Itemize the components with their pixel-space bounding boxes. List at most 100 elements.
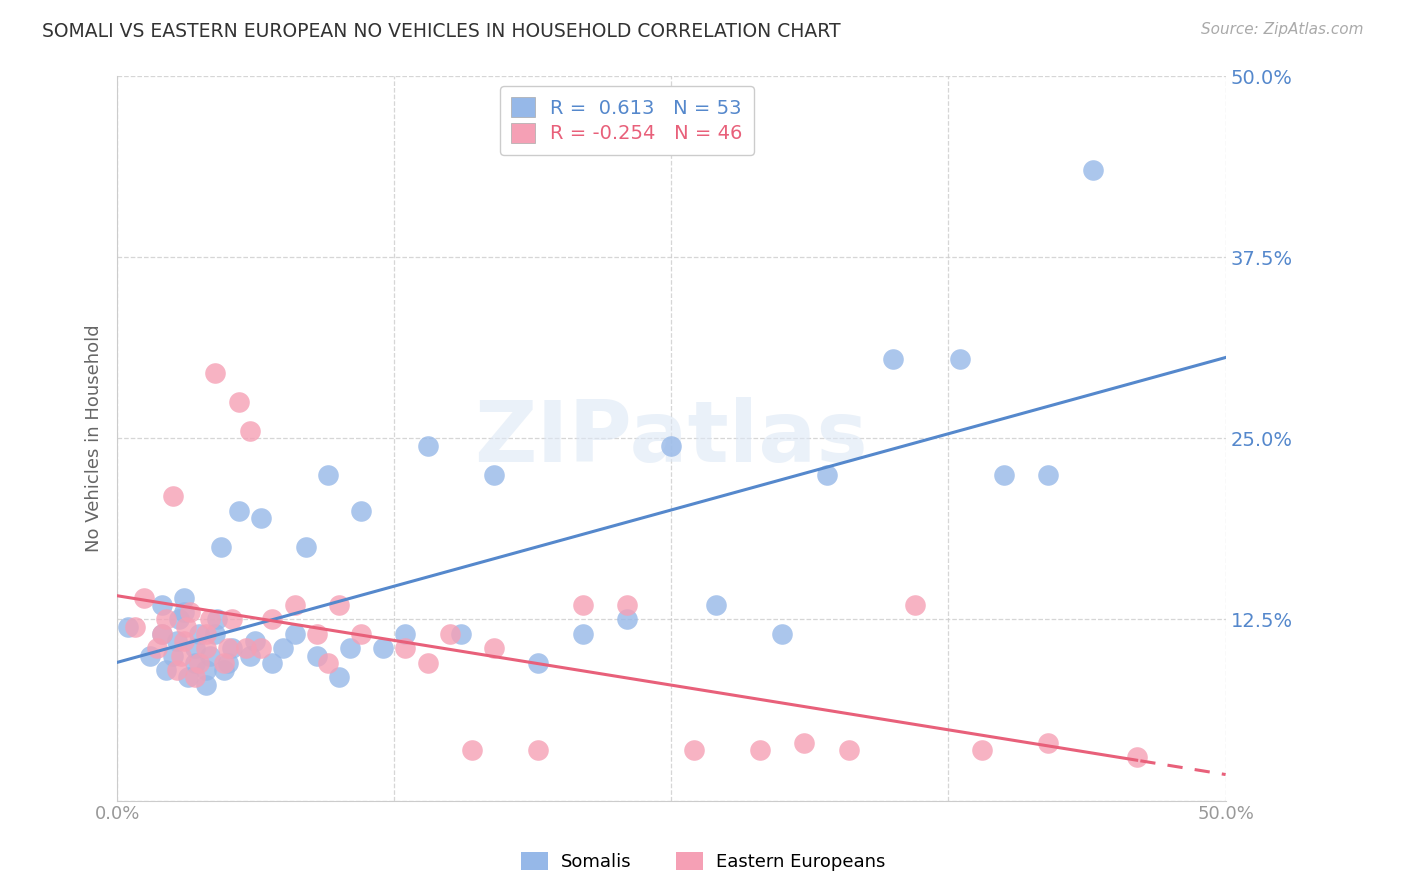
Point: [205, 612, 228, 626]
Point: [132, 591, 155, 605]
Point: [461, 743, 484, 757]
Point: [194, 627, 217, 641]
Point: [217, 656, 239, 670]
Point: [482, 641, 505, 656]
Point: [139, 648, 162, 663]
Point: [373, 641, 395, 656]
Point: [904, 598, 927, 612]
Point: [439, 627, 461, 641]
Point: [184, 670, 207, 684]
Point: [416, 656, 439, 670]
Point: [170, 648, 193, 663]
Point: [177, 670, 200, 684]
Point: [1038, 467, 1060, 482]
Point: [262, 656, 284, 670]
Point: [948, 351, 970, 366]
Point: [209, 540, 232, 554]
Point: [166, 634, 188, 648]
Point: [204, 627, 226, 641]
Point: [173, 591, 195, 605]
Point: [174, 620, 197, 634]
Point: [243, 634, 266, 648]
Point: [305, 627, 328, 641]
Point: [294, 540, 316, 554]
Y-axis label: No Vehicles in Household: No Vehicles in Household: [86, 325, 103, 552]
Point: [194, 641, 217, 656]
Point: [394, 627, 416, 641]
Point: [221, 612, 243, 626]
Point: [316, 656, 339, 670]
Point: [184, 656, 207, 670]
Point: [167, 612, 190, 626]
Point: [316, 467, 339, 482]
Text: SOMALI VS EASTERN EUROPEAN NO VEHICLES IN HOUSEHOLD CORRELATION CHART: SOMALI VS EASTERN EUROPEAN NO VEHICLES I…: [42, 22, 841, 41]
Point: [250, 641, 273, 656]
Point: [262, 612, 284, 626]
Text: Source: ZipAtlas.com: Source: ZipAtlas.com: [1201, 22, 1364, 37]
Point: [228, 504, 250, 518]
Point: [235, 641, 257, 656]
Point: [221, 641, 243, 656]
Point: [179, 605, 201, 619]
Point: [150, 627, 173, 641]
Point: [616, 598, 638, 612]
Point: [150, 627, 173, 641]
Point: [749, 743, 772, 757]
Point: [188, 627, 211, 641]
Point: [150, 598, 173, 612]
Point: [162, 648, 184, 663]
Point: [1038, 736, 1060, 750]
Point: [970, 743, 993, 757]
Point: [616, 612, 638, 626]
Point: [194, 663, 217, 677]
Point: [770, 627, 793, 641]
Point: [1081, 163, 1104, 178]
Point: [162, 489, 184, 503]
Point: [194, 678, 217, 692]
Point: [704, 598, 727, 612]
Point: [793, 736, 815, 750]
Point: [339, 641, 361, 656]
Point: [993, 467, 1015, 482]
Point: [155, 612, 177, 626]
Point: [571, 598, 593, 612]
Point: [283, 627, 305, 641]
Point: [212, 656, 235, 670]
Point: [571, 627, 593, 641]
Point: [200, 612, 222, 626]
Point: [250, 511, 273, 525]
Point: [212, 663, 235, 677]
Point: [188, 656, 211, 670]
Point: [416, 439, 439, 453]
Point: [200, 648, 222, 663]
Point: [350, 627, 373, 641]
Point: [273, 641, 295, 656]
Point: [682, 743, 704, 757]
Legend: R =  0.613   N = 53, R = -0.254   N = 46: R = 0.613 N = 53, R = -0.254 N = 46: [499, 86, 755, 155]
Point: [239, 648, 262, 663]
Point: [204, 366, 226, 380]
Point: [661, 439, 683, 453]
Point: [815, 467, 838, 482]
Point: [155, 663, 177, 677]
Point: [527, 656, 550, 670]
Point: [482, 467, 505, 482]
Point: [166, 663, 188, 677]
Point: [882, 351, 904, 366]
Point: [283, 598, 305, 612]
Text: ZIPatlas: ZIPatlas: [474, 397, 869, 480]
Point: [1126, 750, 1149, 764]
Point: [173, 634, 195, 648]
Point: [173, 605, 195, 619]
Point: [394, 641, 416, 656]
Point: [450, 627, 472, 641]
Point: [228, 395, 250, 409]
Point: [146, 641, 169, 656]
Point: [124, 620, 146, 634]
Legend: Somalis, Eastern Europeans: Somalis, Eastern Europeans: [513, 845, 893, 879]
Point: [838, 743, 860, 757]
Point: [117, 620, 139, 634]
Point: [328, 670, 350, 684]
Point: [305, 648, 328, 663]
Point: [239, 424, 262, 438]
